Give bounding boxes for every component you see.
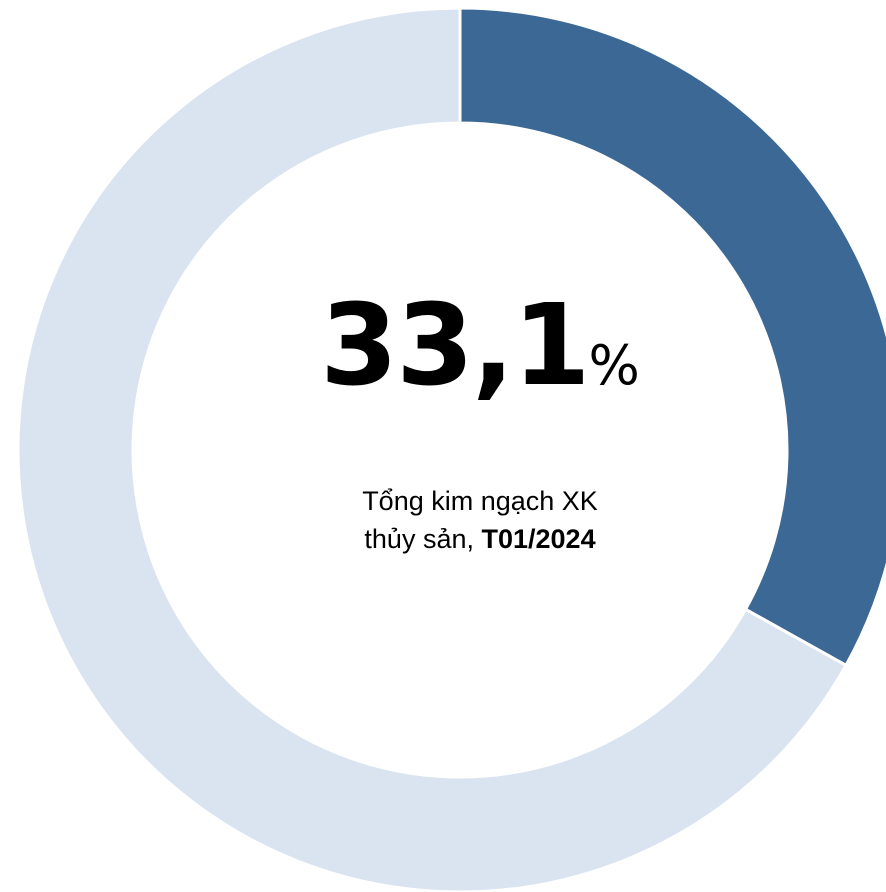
caption-line-2: thủy sản, T01/2024 [200, 520, 760, 558]
donut-slice-2 [16, 6, 849, 892]
caption-line-2-prefix: thủy sản, [364, 524, 474, 554]
donut-slice-1 [458, 6, 886, 668]
center-value: 33,1% [200, 290, 760, 402]
center-value-number: 33,1 [320, 281, 590, 411]
center-caption: Tổng kim ngạch XK thủy sản, T01/2024 [200, 482, 760, 558]
center-value-unit: % [588, 334, 640, 397]
caption-line-1: Tổng kim ngạch XK [362, 486, 598, 516]
caption-line-2-period: T01/2024 [481, 524, 596, 554]
